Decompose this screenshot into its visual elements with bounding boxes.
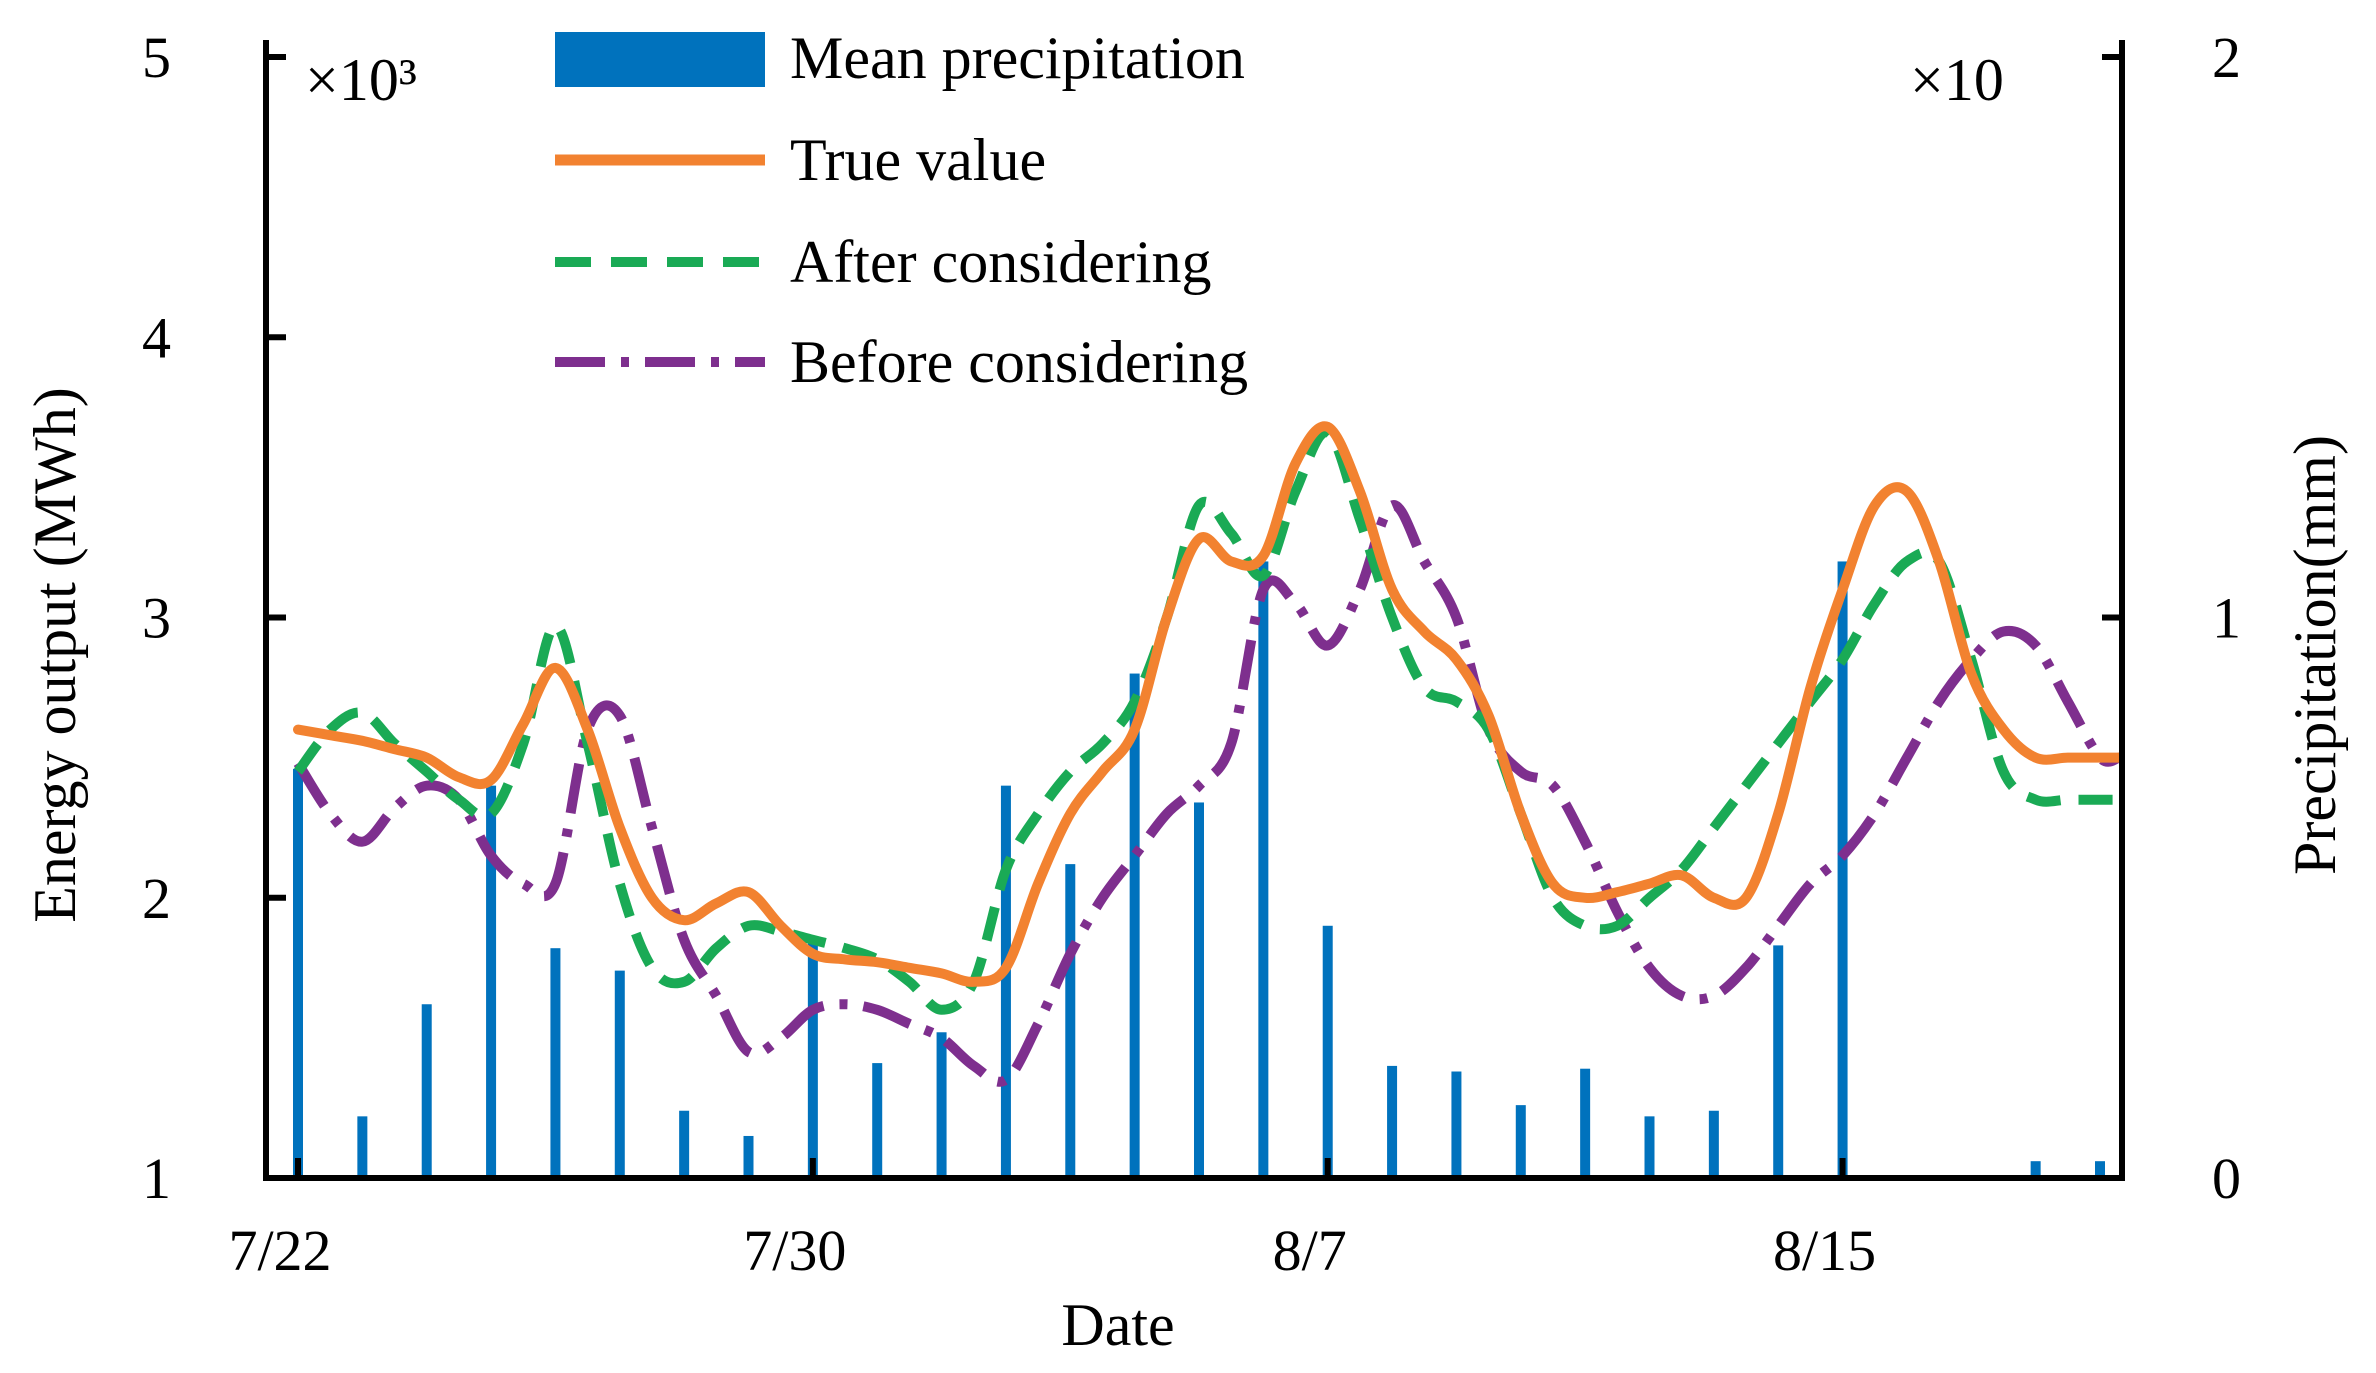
x-tick-label: 8/7	[1273, 1218, 1347, 1283]
precipitation-bar	[1644, 1116, 1655, 1178]
x-tick-label: 8/15	[1773, 1218, 1876, 1283]
precipitation-bar	[1322, 925, 1333, 1178]
right-y-tick-label: 0	[2212, 1146, 2241, 1211]
precipitation-bar	[1580, 1068, 1591, 1178]
precipitation-bars	[293, 561, 2105, 1178]
tick-labels: 1 2 3 4 5 0 1 2 7/22 7/30 8/7 8/15	[142, 25, 2241, 1283]
precipitation-bar	[2095, 1161, 2105, 1178]
x-axis-title: Date	[1061, 1292, 1174, 1358]
left-y-tick-label: 2	[142, 866, 171, 931]
precipitation-bar	[1708, 1110, 1719, 1178]
true-value-line	[293, 421, 2122, 987]
right-y-tick-label: 1	[2212, 586, 2241, 651]
y-axis-title-right: Precipitation(mm)	[2282, 435, 2348, 875]
precipitation-bar	[614, 970, 625, 1178]
after-considering-line	[293, 427, 2120, 1015]
right-y-tick-label: 2	[2212, 25, 2241, 90]
precipitation-bar	[679, 1110, 690, 1178]
precipitation-bar	[936, 1032, 947, 1178]
precipitation-bar	[1000, 785, 1011, 1178]
precipitation-bar	[872, 1063, 883, 1178]
left-y-tick-label: 1	[142, 1146, 171, 1211]
prediction-lines	[293, 421, 2122, 1087]
legend-label-before-considering: Before considering	[790, 329, 1248, 395]
x-tick-label: 7/22	[228, 1218, 331, 1283]
left-y-tick-label: 4	[142, 305, 171, 370]
legend: Mean precipitation True value After cons…	[555, 25, 1248, 395]
precipitation-bar	[550, 948, 561, 1178]
precipitation-bar	[486, 785, 497, 1178]
precipitation-bar	[1194, 802, 1204, 1178]
legend-label-true-value: True value	[790, 127, 1046, 193]
precipitation-bar	[1129, 673, 1140, 1178]
precipitation-bar	[1451, 1071, 1462, 1178]
precipitation-bar	[743, 1135, 754, 1178]
legend-label-mean-precipitation: Mean precipitation	[790, 25, 1245, 91]
legend-label-after-considering: After considering	[790, 229, 1212, 295]
right-axis-multiplier: ×10	[1910, 47, 2004, 113]
precipitation-bar	[1773, 945, 1784, 1178]
y-axis-title-left: Energy output (MWh)	[22, 387, 88, 922]
legend-swatch-mean-precipitation	[555, 32, 765, 87]
precipitation-bar	[1387, 1065, 1398, 1178]
precipitation-bar	[1065, 864, 1076, 1178]
axes	[263, 40, 2125, 1181]
left-y-tick-label: 3	[142, 586, 171, 651]
left-y-tick-label: 5	[142, 25, 171, 90]
x-tick-label: 7/30	[743, 1218, 846, 1283]
precipitation-bar	[293, 768, 303, 1178]
precipitation-bar	[807, 936, 818, 1178]
precipitation-bar	[1837, 561, 1848, 1178]
precipitation-bar	[1258, 561, 1269, 1178]
before-considering-line	[293, 500, 2121, 1087]
left-axis-multiplier: ×10³	[305, 47, 417, 113]
precipitation-bar	[421, 1004, 432, 1178]
precipitation-bar	[357, 1116, 368, 1178]
precipitation-bar	[1515, 1105, 1526, 1178]
precipitation-bar	[2030, 1161, 2041, 1178]
